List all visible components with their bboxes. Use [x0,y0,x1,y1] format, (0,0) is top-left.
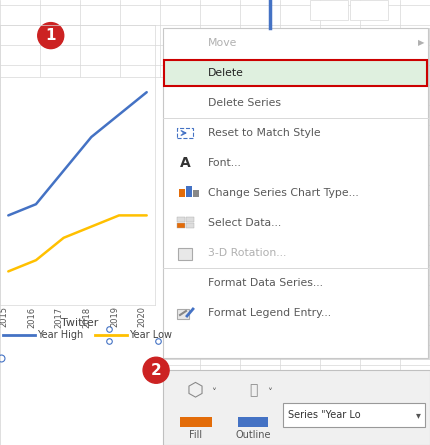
Bar [186,186,192,197]
FancyBboxPatch shape [178,248,192,260]
Bar [165,28,430,360]
Text: ⬡: ⬡ [187,380,203,400]
Bar [177,309,189,319]
Text: Format Data Series...: Format Data Series... [208,278,323,288]
Text: 3-D Rotation...: 3-D Rotation... [208,248,286,258]
FancyArrowPatch shape [181,131,186,135]
Text: Select Data...: Select Data... [208,218,281,228]
Text: ⬜: ⬜ [249,383,257,397]
Bar [283,403,425,427]
Text: ▾: ▾ [415,410,421,420]
Text: Twitter: Twitter [61,318,99,328]
Bar [164,60,427,86]
Text: 1: 1 [46,28,56,43]
Text: Outline: Outline [235,430,271,440]
Bar [177,128,193,138]
Bar [350,0,388,20]
Bar [180,417,212,427]
Bar [163,28,428,358]
Circle shape [38,23,64,49]
Bar [177,223,185,228]
Bar [163,370,430,445]
Text: ˅: ˅ [212,388,216,398]
Text: Reset to Match Style: Reset to Match Style [208,128,321,138]
Bar [186,223,194,228]
Text: Move: Move [208,38,237,48]
Text: A: A [180,156,190,170]
Text: ˅: ˅ [267,388,273,398]
Text: Format Legend Entry...: Format Legend Entry... [208,308,331,318]
Text: Delete Series: Delete Series [208,98,281,108]
Circle shape [143,357,169,383]
Text: Series "Year Lo: Series "Year Lo [288,410,361,420]
Bar [193,190,199,197]
Text: Change Series Chart Type...: Change Series Chart Type... [208,188,359,198]
Text: ▶: ▶ [418,39,424,48]
Text: Fill: Fill [190,430,203,440]
Text: 2: 2 [150,363,162,378]
Bar [310,0,348,20]
Bar [186,217,194,222]
Text: Year Low: Year Low [129,330,172,340]
Bar [177,217,185,222]
Text: Delete: Delete [208,68,244,78]
Text: Font...: Font... [208,158,242,168]
Bar [179,189,185,197]
Bar [0,77,163,445]
Text: Year High: Year High [37,330,83,340]
Bar [238,417,268,427]
